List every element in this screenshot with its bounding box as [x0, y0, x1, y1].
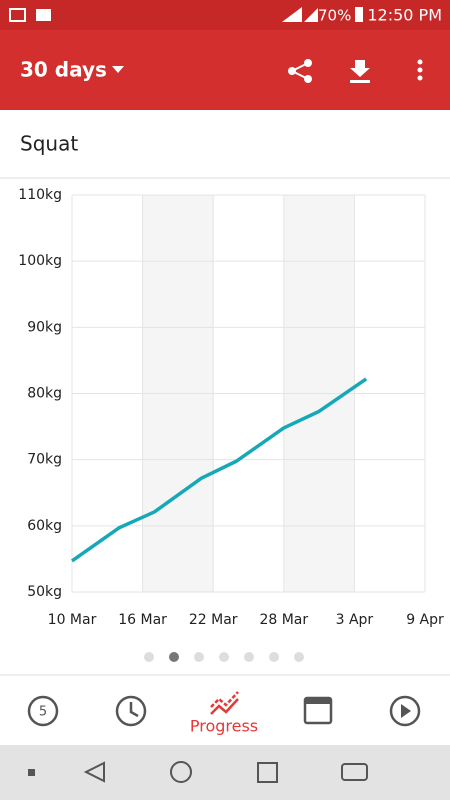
wifi-icon [282, 7, 302, 22]
nav-start[interactable] [389, 695, 421, 727]
sys-switch[interactable] [341, 763, 368, 781]
x-tick-label: 22 Mar [189, 612, 238, 628]
y-tick-label: 110kg [18, 187, 62, 203]
y-tick-label: 90kg [27, 319, 62, 335]
nav-history[interactable] [115, 695, 147, 727]
dropdown-arrow[interactable] [112, 66, 124, 73]
download-button[interactable] [350, 60, 370, 83]
x-tick-label: 10 Mar [48, 612, 97, 628]
sys-button[interactable] [28, 769, 35, 776]
status-icon [9, 8, 26, 22]
battery-icon [355, 7, 363, 22]
y-tick-label: 100kg [18, 253, 62, 269]
app-bar [0, 30, 450, 110]
sys-home[interactable] [170, 761, 192, 783]
y-tick-label: 50kg [27, 584, 62, 600]
sys-back[interactable] [83, 761, 105, 783]
card-header [0, 110, 450, 178]
nav-badge: 5 [39, 705, 47, 720]
clock: 12:50 PM [367, 6, 442, 25]
nav-label: Progress [190, 717, 258, 736]
signal-icon [304, 8, 318, 22]
page-indicator [144, 652, 304, 662]
chart: 50kg 60kg 70kg 80kg 90kg 100kg 110kg 10 Mar 16 M… [18, 187, 444, 628]
period-selector[interactable]: 30 days [20, 58, 107, 82]
nav-progress[interactable]: Progress [190, 691, 258, 736]
sys-recent[interactable] [257, 762, 278, 783]
status-icon [36, 9, 51, 21]
y-tick-label: 70kg [27, 452, 62, 468]
battery-text: 70% [318, 7, 351, 25]
menu-button[interactable] [417, 59, 423, 81]
x-tick-label: 16 Mar [118, 612, 167, 628]
exercise-title: Squat [20, 132, 78, 156]
status-bar [0, 0, 450, 30]
y-tick-label: 60kg [27, 518, 62, 534]
x-tick-label: 3 Apr [336, 612, 374, 628]
system-nav [0, 745, 450, 800]
x-tick-label: 9 Apr [406, 612, 444, 628]
data-line [70, 377, 368, 563]
y-tick-label: 80kg [27, 386, 62, 402]
x-tick-label: 28 Mar [259, 612, 308, 628]
nav-calendar[interactable] [303, 696, 333, 725]
nav-workouts[interactable]: 5 [27, 695, 59, 727]
share-button[interactable] [288, 59, 312, 83]
